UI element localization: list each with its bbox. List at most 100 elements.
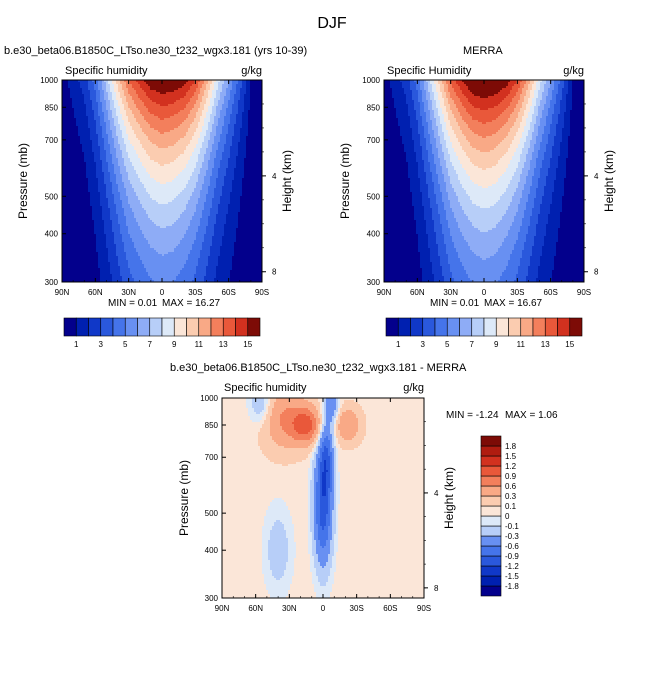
contour-cell [208,160,211,163]
contour-cell [184,106,187,109]
contour-cell [90,162,93,165]
contour-cell [170,140,173,143]
contour-cell [74,136,77,139]
contour-cell [68,118,71,121]
contour-cell [148,154,151,157]
contour-cell [90,94,93,97]
contour-cell [238,170,241,173]
contour-cell [144,118,147,121]
contour-cell [224,100,227,103]
contour-cell [182,94,185,97]
contour-cell [126,84,129,87]
contour-cell [156,166,159,169]
contour-cell [148,148,151,151]
contour-cell [118,128,121,131]
contour-cell [106,90,109,93]
contour-cell [246,94,249,97]
contour-cell [162,114,165,117]
contour-cell [162,90,165,93]
contour-cell [174,150,177,153]
contour-cell [110,88,113,91]
contour-cell [154,114,157,117]
contour-cell [158,88,161,91]
contour-cell [228,104,231,107]
contour-cell [150,126,153,129]
contour-cell [82,138,85,141]
contour-cell [228,124,231,127]
contour-cell [172,104,175,107]
contour-cell [82,102,85,105]
contour-cell [108,136,111,139]
contour-cell [178,140,181,143]
contour-cell [116,134,119,137]
contour-cell [98,132,101,135]
contour-cell [188,96,191,99]
contour-cell [134,156,137,159]
contour-cell [226,154,229,157]
contour-cell [120,134,123,137]
contour-cell [80,162,83,165]
contour-cell [198,94,201,97]
contour-cell [82,172,85,175]
contour-cell [78,100,81,103]
contour-cell [84,166,87,169]
contour-cell [108,132,111,135]
contour-cell [174,128,177,131]
contour-cell [224,156,227,159]
contour-cell [168,116,171,119]
contour-cell [230,80,233,83]
contour-cell [88,114,91,117]
contour-cell [120,122,123,125]
contour-cell [202,136,205,139]
contour-cell [78,104,81,107]
contour-cell [192,112,195,115]
contour-cell [250,94,253,97]
contour-cell [234,134,237,137]
contour-cell [222,174,225,177]
contour-cell [84,176,87,179]
contour-cell [232,92,235,95]
contour-cell [78,176,81,179]
contour-cell [186,84,189,87]
contour-cell [150,108,153,111]
contour-cell [76,158,79,161]
contour-cell [158,134,161,137]
contour-cell [260,154,262,157]
contour-cell [254,84,257,87]
contour-cell [200,108,203,111]
contour-cell [240,160,243,163]
contour-cell [96,116,99,119]
contour-cell [122,166,125,169]
contour-cell [246,160,249,163]
contour-cell [152,158,155,161]
contour-cell [260,100,262,103]
contour-cell [138,128,141,131]
contour-cell [74,156,77,159]
contour-cell [70,98,73,101]
contour-cell [204,152,207,155]
contour-cell [160,144,163,147]
contour-cell [124,118,127,121]
contour-cell [74,102,77,105]
contour-cell [206,130,209,133]
contour-cell [136,150,139,153]
contour-cell [114,108,117,111]
contour-cell [106,148,109,151]
contour-cell [70,158,73,161]
contour-cell [146,82,149,85]
contour-cell [220,140,223,143]
contour-cell [168,94,171,97]
contour-cell [200,136,203,139]
contour-cell [194,152,197,155]
contour-cell [238,128,241,131]
contour-cell [118,110,121,113]
contour-cell [130,136,133,139]
contour-cell [192,150,195,153]
contour-cell [72,160,75,163]
contour-cell [256,132,259,135]
contour-cell [94,156,97,159]
contour-cell [162,126,165,129]
contour-cell [238,162,241,165]
contour-cell [126,140,129,143]
contour-cell [196,142,199,145]
